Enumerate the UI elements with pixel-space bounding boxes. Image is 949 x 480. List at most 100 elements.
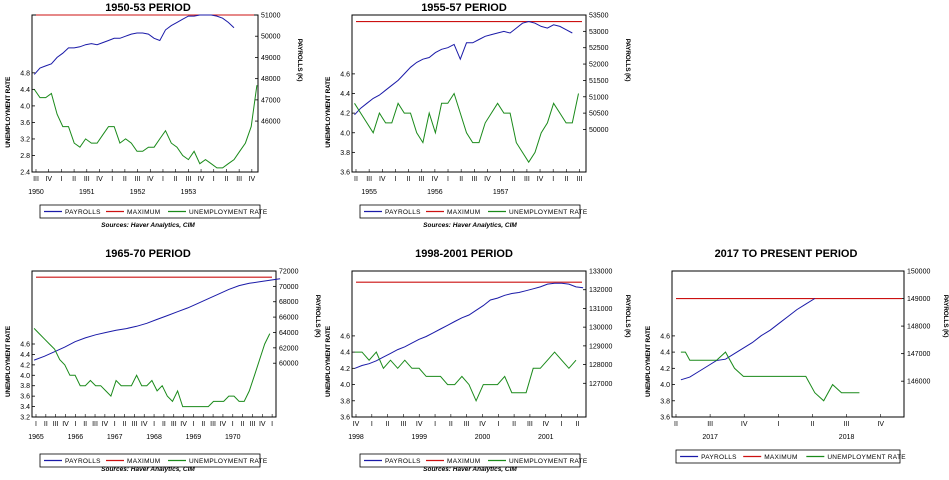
right-tick-label: 52500 <box>589 45 609 52</box>
year-label: 1998 <box>348 434 364 441</box>
legend: PAYROLLS MAXIMUM UNEMPLOYMENT RATE <box>39 453 268 468</box>
right-tick-label: 62000 <box>279 345 299 352</box>
legend-label: UNEMPLOYMENT RATE <box>189 209 268 216</box>
quarter-label: IV <box>432 176 439 183</box>
right-tick-label: 60000 <box>279 361 299 368</box>
right-tick-label: 50000 <box>589 127 609 134</box>
year-label: 1952 <box>130 189 146 196</box>
left-tick-label: 4.2 <box>340 111 350 118</box>
legend-label: PAYROLLS <box>701 454 737 461</box>
year-label: 1965 <box>28 434 44 441</box>
left-tick-label: 3.6 <box>340 415 350 422</box>
quarter-label: II <box>162 421 166 428</box>
quarter-label: II <box>83 421 87 428</box>
quarter-label: II <box>512 176 516 183</box>
left-tick-label: 4.6 <box>20 342 30 349</box>
quarter-label: III <box>250 421 256 428</box>
quarter-label: II <box>225 176 229 183</box>
left-tick-label: 4.4 <box>20 87 30 94</box>
right-tick-label: 50500 <box>589 111 609 118</box>
right-tick-label: 49000 <box>261 55 281 62</box>
legend-label: UNEMPLOYMENT RATE <box>189 458 268 465</box>
quarter-label: I <box>434 421 436 428</box>
right-tick-label: 66000 <box>279 315 299 322</box>
right-tick-label: 131000 <box>589 306 612 313</box>
legend-label: MAXIMUM <box>127 458 161 465</box>
left-tick-label: 4.0 <box>20 103 30 110</box>
quarter-label: I <box>114 421 116 428</box>
chart-panel-5: 2017 TO PRESENT PERIOD 3.6 3.8 4.0 4.2 4.4 4.6… <box>645 248 949 464</box>
quarter-label: I <box>111 176 113 183</box>
left-axis-title: UNEMPLOYMENT RATE <box>325 76 332 148</box>
legend-label: MAXIMUM <box>127 209 161 216</box>
quarter-label: I <box>35 421 37 428</box>
right-tick-label: 129000 <box>589 343 612 350</box>
quarter-label: I <box>162 176 164 183</box>
chart-panel-1: 1950-53 PERIOD 2.4 2.8 3.2 3.6 4.0 4.4 4.8 46000… <box>5 2 303 229</box>
left-axis-title: UNEMPLOYMENT RATE <box>5 76 12 148</box>
left-tick-label: 3.8 <box>340 150 350 157</box>
year-label: 1970 <box>225 434 241 441</box>
quarter-label: III <box>524 176 530 183</box>
unemployment-line <box>33 85 258 169</box>
quarter-label: I <box>371 421 373 428</box>
chart-panel-3: 1965-70 PERIOD 3.2 3.4 3.6 3.8 4.0 4.2 4.4 4.6 60… <box>5 248 321 473</box>
year-label: 1999 <box>411 434 427 441</box>
right-tick-label: 70000 <box>279 284 299 291</box>
quarter-label: I <box>192 421 194 428</box>
quarter-label: IV <box>259 421 266 428</box>
right-tick-label: 150000 <box>907 269 930 276</box>
left-tick-label: 3.6 <box>660 415 670 422</box>
quarter-label: III <box>419 176 425 183</box>
legend-label: PAYROLLS <box>65 458 101 465</box>
left-tick-label: 4.6 <box>340 71 350 78</box>
year-label: 2018 <box>839 434 855 441</box>
legend-box <box>39 204 261 219</box>
right-axis-title: PAYROLLS (K) <box>624 39 631 82</box>
right-tick-label: 133000 <box>589 269 612 276</box>
legend-box <box>359 453 581 468</box>
quarter-label: III <box>366 176 372 183</box>
legend-label: PAYROLLS <box>385 458 421 465</box>
quarter-label: II <box>123 421 127 428</box>
quarter-label: IV <box>741 421 748 428</box>
legend-label: MAXIMUM <box>764 454 798 461</box>
quarter-label: I <box>561 421 563 428</box>
right-tick-label: 146000 <box>907 379 930 386</box>
right-tick-label: 53500 <box>589 13 609 20</box>
year-label: 1957 <box>493 189 509 196</box>
quarter-label: IV <box>416 421 423 428</box>
right-tick-label: 51500 <box>589 78 609 85</box>
right-tick-label: 68000 <box>279 299 299 306</box>
payrolls-line <box>33 278 281 361</box>
legend-label: UNEMPLOYMENT RATE <box>827 454 906 461</box>
quarter-label: I <box>271 421 273 428</box>
quarter-label: II <box>72 176 76 183</box>
year-label: 1956 <box>427 189 443 196</box>
quarter-label: I <box>74 421 76 428</box>
quarter-label: IV <box>542 421 549 428</box>
right-tick-label: 51000 <box>589 94 609 101</box>
plot-frame <box>671 270 905 418</box>
year-label: 1950 <box>28 189 44 196</box>
quarter-label: I <box>153 421 155 428</box>
quarter-label: III <box>135 176 141 183</box>
quarter-label: II <box>575 421 579 428</box>
year-label: 1951 <box>79 189 95 196</box>
quarter-label: IV <box>877 421 884 428</box>
quarter-label: I <box>60 176 62 183</box>
payrolls-line <box>680 298 816 381</box>
quarter-label: I <box>500 176 502 183</box>
quarter-label: III <box>33 176 39 183</box>
left-tick-label: 3.8 <box>340 398 350 405</box>
payrolls-line <box>33 14 235 75</box>
quarter-label: II <box>449 421 453 428</box>
quarter-label: III <box>527 421 533 428</box>
left-tick-label: 4.0 <box>340 130 350 137</box>
right-axis-title: PAYROLLS (K) <box>314 295 321 338</box>
left-tick-label: 2.4 <box>20 170 30 177</box>
right-axis-title: PAYROLLS (K) <box>942 295 949 338</box>
quarter-label: III <box>577 176 583 183</box>
